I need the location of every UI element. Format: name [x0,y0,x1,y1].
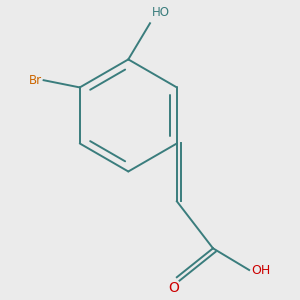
Text: O: O [168,281,179,295]
Text: Br: Br [29,74,42,87]
Text: HO: HO [152,6,170,19]
Text: OH: OH [251,263,270,277]
